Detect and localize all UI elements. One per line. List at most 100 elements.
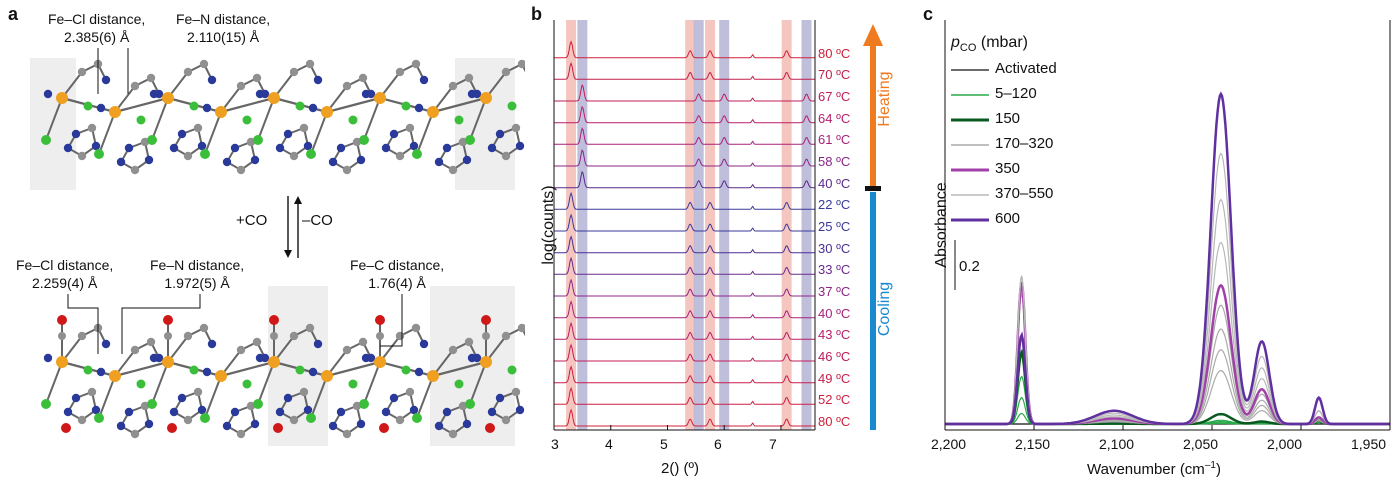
pxrd-trace [554,170,815,189]
arrow-up-head [294,196,302,204]
chlorine-atom [507,365,517,375]
nitrogen-atom [71,129,81,139]
iron-atom [374,92,386,104]
nitrogen-atom [63,143,73,153]
nitrogen-atom [222,421,232,431]
nitrogen-atom [101,75,111,85]
iron-atom [480,356,492,368]
nitrogen-atom [91,141,101,151]
nitrogen-atom [91,405,101,415]
pxrd-trace [554,84,815,102]
bond [114,96,169,114]
chlorine-atom [507,101,517,111]
legend-item-label: 370–550 [995,185,1054,202]
iron-atom [321,370,333,382]
oxygen-atom [269,315,279,325]
chlorine-atom [412,413,422,423]
bond [416,375,434,419]
nitrogen-atom [462,419,472,429]
imidazolate-ring [172,390,204,422]
heating-label: Heating [876,71,893,127]
chlorine-atom [200,413,210,423]
carbon-atom [77,67,87,77]
legend-item-label: 5–120 [995,85,1037,102]
temperature-label: 33 ºC [818,262,851,278]
nitrogen-atom [144,419,154,429]
iron-atom [215,370,227,382]
cooling-label: Cooling [876,281,893,337]
temperature-label: 37 ºC [818,284,851,299]
nitrogen-atom [207,75,217,85]
cooling-bar [870,192,876,430]
highlight-band-red [781,20,792,430]
plus-co-label: +CO [236,212,268,229]
ir-ylabel: Absorbance [933,182,950,268]
highlight-band-red [685,20,696,430]
bond [326,96,381,114]
oxygen-atom [273,423,283,433]
temperature-label: 70 ºC [818,67,851,83]
carbon-atom [289,331,299,341]
carbon-atom [448,165,458,175]
temperature-label: 40 ºC [818,175,851,191]
iron-atom [162,92,174,104]
iron-atom [162,356,174,368]
co-carbon [376,332,384,340]
panel-a-label: a [8,4,19,24]
carbon-atom [358,73,368,83]
co-carbon [164,332,172,340]
temperature-label: 43 ºC [818,327,851,343]
temperature-label: 58 ºC [818,154,851,169]
legend-item-label: 600 [995,210,1021,227]
nitrogen-atom [197,141,207,151]
oxygen-atom [167,423,177,433]
bond [257,97,275,141]
nitrogen-atom [177,129,187,139]
chlorine-atom [189,365,199,375]
nitrogen-atom [495,393,505,403]
nitrogen-atom [442,407,452,417]
carbon-atom [87,123,97,133]
iron-atom [268,92,280,104]
carbon-atom [342,429,352,439]
nitrogen-atom [308,103,318,113]
ir-xtick-2100: 2,100 [1099,436,1135,452]
heating-cooling-marker [865,186,881,191]
iron-atom [109,370,121,382]
imidazolate-ring [225,404,257,436]
nitrogen-atom [149,353,159,363]
pxrd-trace [554,365,815,384]
chlorine-atom [83,101,93,111]
bond [45,361,63,405]
carbon-atom [342,81,352,91]
nitrogen-atom [414,103,424,113]
pxrd-trace [554,191,815,210]
nitrogen-atom [414,367,424,377]
bond [98,111,116,155]
temperature-label: 40 ºC [818,305,851,321]
bond [98,375,116,419]
chlorine-atom [83,365,93,375]
iron-atom [480,92,492,104]
bond [204,375,222,419]
pxrd-trace [554,127,815,145]
highlight-band-red [705,20,716,430]
chlorine-atom [147,135,157,145]
bottom-fec-annotation: Fe–C distance, 1.76(4) Å [350,257,445,291]
carbon-atom [517,323,525,333]
pxrd-xtick-5: 5 [660,436,668,452]
scale-bar-label: 0.2 [959,258,980,275]
nitrogen-atom [202,103,212,113]
nitrogen-atom [169,143,179,153]
pxrd-xtick-7: 7 [769,436,777,452]
carbon-atom [146,337,156,347]
carbon-atom [236,165,246,175]
pxrd-trace [554,386,815,405]
carbon-atom [87,387,97,397]
nitrogen-atom [419,339,429,349]
bond [363,97,381,141]
carbon-atom [464,73,474,83]
top-fecl-annotation: Fe–Cl distance, 2.385(6) Å [48,11,146,45]
nitrogen-atom [356,419,366,429]
nitrogen-atom [336,143,346,153]
